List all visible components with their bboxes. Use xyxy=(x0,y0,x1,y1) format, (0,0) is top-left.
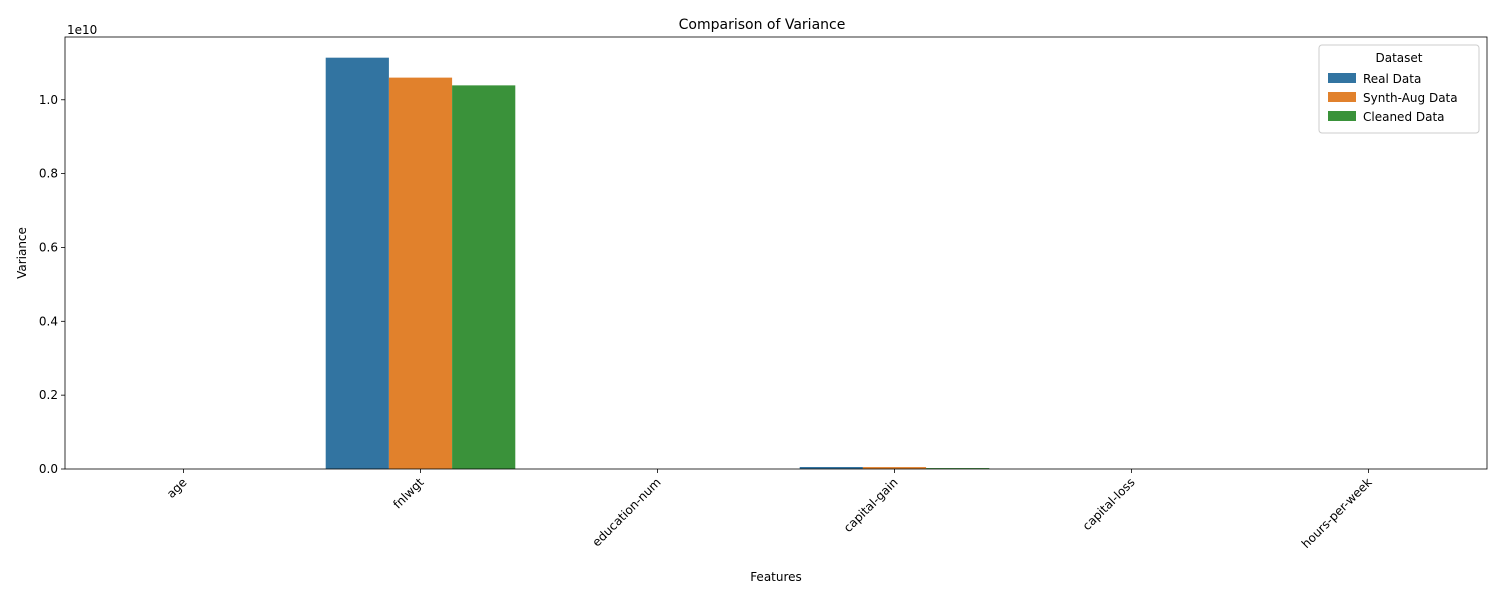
chart-title: Comparison of Variance xyxy=(679,17,846,33)
y-axis-label: Variance xyxy=(15,227,29,279)
y-tick-label: 0.0 xyxy=(39,462,58,476)
y-tick-label: 1.0 xyxy=(39,93,58,107)
axes-group xyxy=(64,36,1488,470)
bar-fnlwgt-cleaned-data xyxy=(452,85,516,470)
bar-capital-gain-synth-aug-data xyxy=(862,467,927,469)
bar-capital-gain-real-data xyxy=(799,467,863,469)
legend-entry-label: Cleaned Data xyxy=(1363,110,1445,124)
y-tick-label: 0.2 xyxy=(39,388,58,402)
x-tick-label: fnlwgt xyxy=(390,475,426,511)
legend-swatch xyxy=(1328,92,1356,102)
legend-swatch xyxy=(1328,73,1356,83)
y-tick-label: 0.6 xyxy=(39,240,58,254)
legend: Dataset Real Data Synth-Aug Data Cleaned Da… xyxy=(1318,44,1480,134)
legend-entry-label: Synth-Aug Data xyxy=(1363,91,1458,105)
bar-fnlwgt-synth-aug-data xyxy=(388,77,453,470)
legend-box xyxy=(1318,44,1480,134)
bars-group xyxy=(325,57,1227,470)
y-tick-label: 0.8 xyxy=(39,167,58,181)
x-tick-label: capital-gain xyxy=(841,475,901,535)
legend-swatch xyxy=(1328,111,1356,121)
legend-entry-label: Real Data xyxy=(1363,72,1421,86)
x-tick-label: age xyxy=(164,475,190,501)
y-tick-label: 0.4 xyxy=(39,314,58,328)
y-ticks-group: 0.0 0.2 0.4 0.6 0.8 1.0 xyxy=(39,93,65,476)
x-tick-label: capital-loss xyxy=(1080,475,1138,533)
x-ticks-group: age fnlwgt education-num capital-gain capita… xyxy=(164,469,1375,551)
x-tick-label: education-num xyxy=(590,475,664,549)
bar-capital-gain-cleaned-data xyxy=(926,468,990,469)
x-tick-label: hours-per-week xyxy=(1299,475,1375,551)
x-axis-label: Features xyxy=(750,570,802,584)
legend-title: Dataset xyxy=(1376,51,1423,65)
plot-frame xyxy=(64,36,1488,470)
y-offset-label: 1e10 xyxy=(67,23,97,37)
bar-fnlwgt-real-data xyxy=(325,57,389,470)
